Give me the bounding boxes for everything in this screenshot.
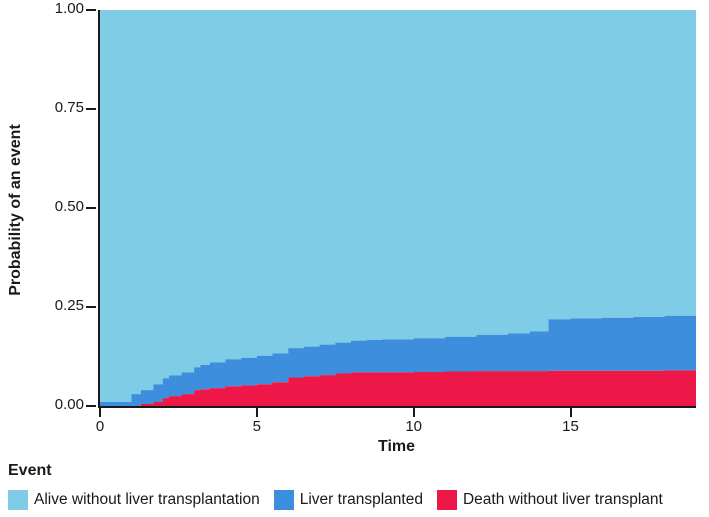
ytick-mark (86, 306, 96, 308)
legend-label: Death without liver transplant (463, 491, 663, 509)
legend-row: Alive without liver transplantation Liver… (8, 486, 708, 514)
ytick-mark (86, 207, 96, 209)
ytick-label: 0.75 (55, 99, 84, 116)
legend-title: Event (8, 462, 52, 480)
ytick-label: 0.00 (55, 396, 84, 413)
xtick-label: 0 (80, 418, 120, 435)
ytick-label: 1.00 (55, 0, 84, 17)
plot-area (100, 10, 696, 406)
legend-swatch (437, 490, 457, 510)
legend-label: Liver transplanted (300, 491, 423, 509)
stacked-area-svg (100, 10, 696, 406)
x-axis-line (98, 406, 696, 408)
xtick-mark (256, 407, 258, 417)
xtick-mark (413, 407, 415, 417)
legend-item-death: Death without liver transplant (437, 490, 663, 510)
ytick-mark (86, 9, 96, 11)
xtick-label: 5 (237, 418, 277, 435)
y-axis-label-text: Probability of an event (7, 124, 25, 296)
ytick-label: 0.50 (55, 198, 84, 215)
y-axis-label: Probability of an event (6, 0, 26, 420)
chart-container: Probability of an event Time Event Alive… (0, 0, 709, 517)
y-axis-line (98, 10, 100, 408)
ytick-mark (86, 108, 96, 110)
x-axis-label: Time (378, 438, 415, 456)
legend-swatch (8, 490, 28, 510)
ytick-label: 0.25 (55, 297, 84, 314)
xtick-label: 15 (551, 418, 591, 435)
xtick-mark (570, 407, 572, 417)
legend-label: Alive without liver transplantation (34, 491, 260, 509)
legend-item-alive: Alive without liver transplantation (8, 490, 260, 510)
ytick-mark (86, 405, 96, 407)
xtick-mark (99, 407, 101, 417)
legend-item-transplanted: Liver transplanted (274, 490, 423, 510)
xtick-label: 10 (394, 418, 434, 435)
legend-swatch (274, 490, 294, 510)
